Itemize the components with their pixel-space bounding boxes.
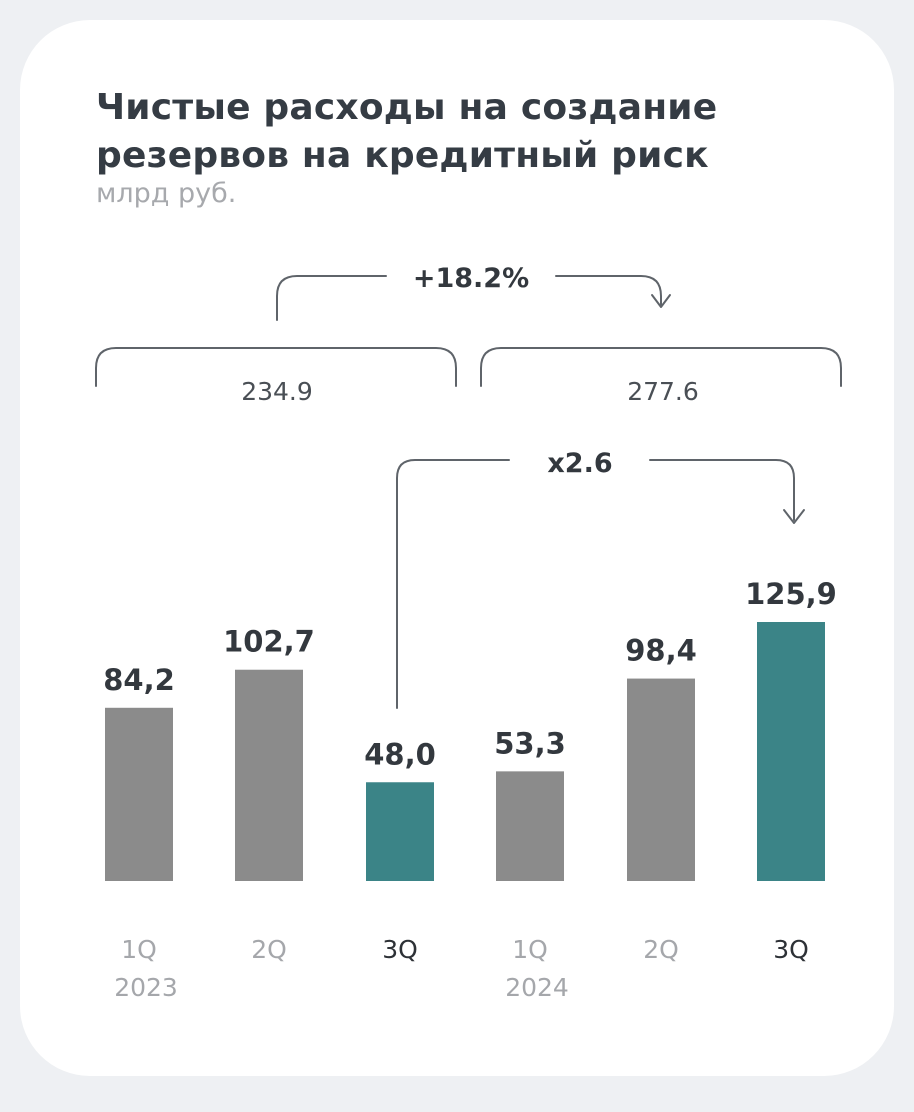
bars-group: 84,2 1Q 2023 102,7 2Q 48,0 3Q 53,3 1Q 2024 98,4 2Q 1… xyxy=(103,577,837,1002)
multiplier-annotation: x2.6 xyxy=(547,448,612,479)
bar-6 xyxy=(757,622,825,881)
bar-3 xyxy=(366,782,434,881)
bar-4 xyxy=(496,771,564,881)
multiplier-connector xyxy=(396,459,510,709)
x-tick-label: 3Q xyxy=(773,935,809,964)
group-brace-2024 xyxy=(480,347,842,387)
group-brace-2023 xyxy=(95,347,457,387)
x-tick-label: 2Q xyxy=(643,935,679,964)
bar-2 xyxy=(235,669,303,881)
bar-value-label: 98,4 xyxy=(625,634,697,668)
group-total-label: 277.6 xyxy=(627,377,699,406)
bar-value-label: 48,0 xyxy=(364,737,436,771)
bar-value-label: 53,3 xyxy=(494,726,566,760)
x-tick-label: 3Q xyxy=(382,935,418,964)
chart-subtitle: млрд руб. xyxy=(96,178,237,209)
x-tick-label: 2Q xyxy=(251,935,287,964)
multiplier-arrow-head xyxy=(783,509,805,524)
growth-annotation: +18.2% xyxy=(413,263,529,294)
bar-value-label: 84,2 xyxy=(103,663,175,697)
chart-title: Чистые расходы на создание резервов на к… xyxy=(96,87,718,176)
x-tick-label: 1Q 2024 xyxy=(505,935,569,1002)
x-tick-label: 1Q 2023 xyxy=(114,935,178,1002)
growth-arrow-head xyxy=(651,294,671,308)
multiplier-arrow xyxy=(649,459,795,521)
bar-value-label: 102,7 xyxy=(223,625,315,659)
bar-1 xyxy=(105,707,173,881)
group-total-label: 234.9 xyxy=(241,377,313,406)
bar-5 xyxy=(627,678,695,881)
growth-connector xyxy=(276,275,387,321)
growth-arrow xyxy=(555,275,662,307)
chart-card xyxy=(20,20,894,1076)
bar-value-label: 125,9 xyxy=(745,577,837,611)
